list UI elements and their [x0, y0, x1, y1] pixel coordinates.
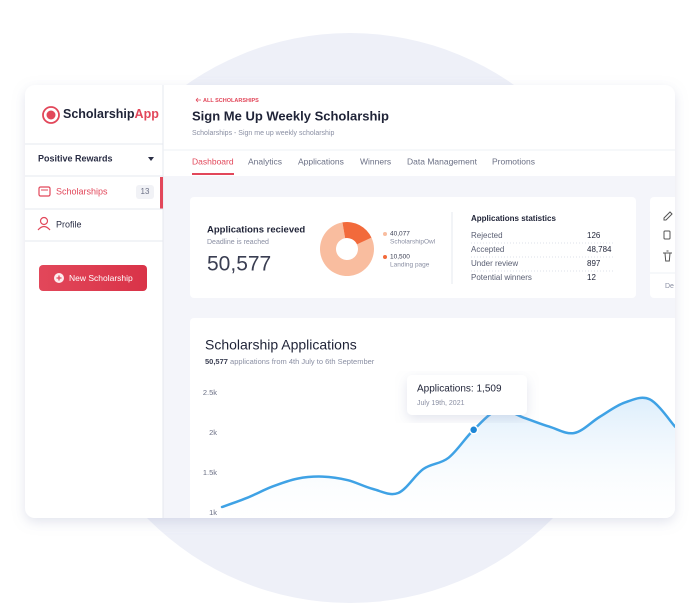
y-tick-label: 1k — [209, 508, 217, 517]
row-value: 12 — [587, 273, 596, 282]
stats-total: 50,577 — [207, 253, 271, 276]
legend-dot — [383, 232, 387, 236]
logo-brand: Scholarship — [63, 107, 135, 121]
edit-icon[interactable] — [663, 211, 673, 221]
active-indicator — [160, 177, 163, 209]
legend-dot — [383, 255, 387, 259]
button-label[interactable]: New Scholarship — [69, 273, 133, 283]
badge-count: 13 — [141, 187, 150, 196]
subtitle-total: 50,577 — [205, 357, 228, 366]
table-title: Applications statistics — [471, 214, 556, 223]
area — [222, 397, 675, 518]
donut-slice — [320, 222, 375, 276]
badge — [136, 185, 154, 199]
logo-icon-dot — [46, 110, 56, 120]
tab[interactable]: Analytics — [248, 156, 282, 166]
row-label: Under review — [471, 259, 518, 268]
row-label: Accepted — [471, 245, 504, 254]
legend-value: 10,500 — [390, 254, 410, 261]
tab[interactable]: Dashboard — [192, 156, 234, 166]
breadcrumb: Scholarships - Sign me up weekly scholar… — [192, 130, 335, 137]
highlight-point — [468, 425, 479, 435]
y-tick-label: 1.5k — [203, 468, 217, 477]
legend-value: 40,077 — [390, 231, 410, 238]
page-title: Sign Me Up Weekly Scholarship — [192, 108, 389, 123]
chart-title: Scholarship Applications — [205, 337, 357, 353]
row-value: 897 — [587, 259, 601, 268]
stats-table: Rejected 126 Accepted 48,784 Under review 897… — [471, 231, 615, 282]
app: ScholarshipApp Positive Rewards Scholars… — [25, 85, 675, 518]
stats-card — [190, 197, 636, 298]
legend-label: Landing page — [390, 262, 430, 269]
stats-subtitle: Deadline is reached — [207, 239, 269, 246]
nav-item[interactable]: Profile — [56, 219, 82, 229]
tooltip — [407, 375, 527, 415]
row-value: 48,784 — [587, 245, 612, 254]
active-tab-underline — [192, 173, 234, 175]
chart-subtitle: 50,577 applications from 4th July to 6th… — [205, 357, 375, 366]
tab[interactable]: Data Management — [407, 156, 478, 166]
tooltip-date: July 19th, 2021 — [417, 400, 465, 407]
logo-icon — [42, 106, 60, 124]
dropdown-caret[interactable] — [148, 157, 154, 161]
plus-icon — [56, 275, 62, 281]
line-chart: 1k 1.5k 2k 2.5k — [203, 388, 675, 518]
donut-slice — [342, 222, 372, 245]
stats-title: Applications recieved — [207, 225, 305, 236]
subtitle-text: applications from 4th July to 6th Septem… — [230, 357, 375, 366]
y-tick-label: 2k — [209, 428, 217, 437]
logo: ScholarshipApp — [63, 107, 159, 121]
legend-label: ScholarshipOwl — [390, 239, 436, 246]
actions-label: De — [665, 283, 674, 290]
delete-icon[interactable] — [663, 250, 672, 262]
row-label: Potential winners — [471, 273, 532, 282]
tab[interactable]: Winners — [360, 156, 391, 166]
line — [220, 396, 675, 509]
dropdown[interactable]: Positive Rewards — [38, 153, 113, 163]
scholarship-icon — [38, 186, 51, 197]
back-link[interactable]: ALL SCHOLARSHIPS — [203, 98, 259, 104]
tabs: Dashboard Analytics Applications Winners Dat… — [192, 156, 535, 166]
row-label: Rejected — [471, 231, 503, 240]
tab[interactable]: Promotions — [492, 156, 535, 166]
row-value: 126 — [587, 231, 601, 240]
y-tick-label: 2.5k — [203, 388, 217, 397]
new-scholarship-button[interactable] — [39, 265, 147, 291]
profile-icon — [37, 225, 51, 231]
profile-icon — [39, 216, 49, 226]
nav-item[interactable]: Scholarships — [56, 186, 108, 196]
logo-accent: App — [135, 107, 160, 121]
back-arrow[interactable] — [195, 97, 201, 103]
tab[interactable]: Applications — [298, 156, 344, 166]
copy-icon[interactable] — [663, 230, 671, 240]
tooltip-title: Applications: 1,509 — [417, 384, 502, 395]
